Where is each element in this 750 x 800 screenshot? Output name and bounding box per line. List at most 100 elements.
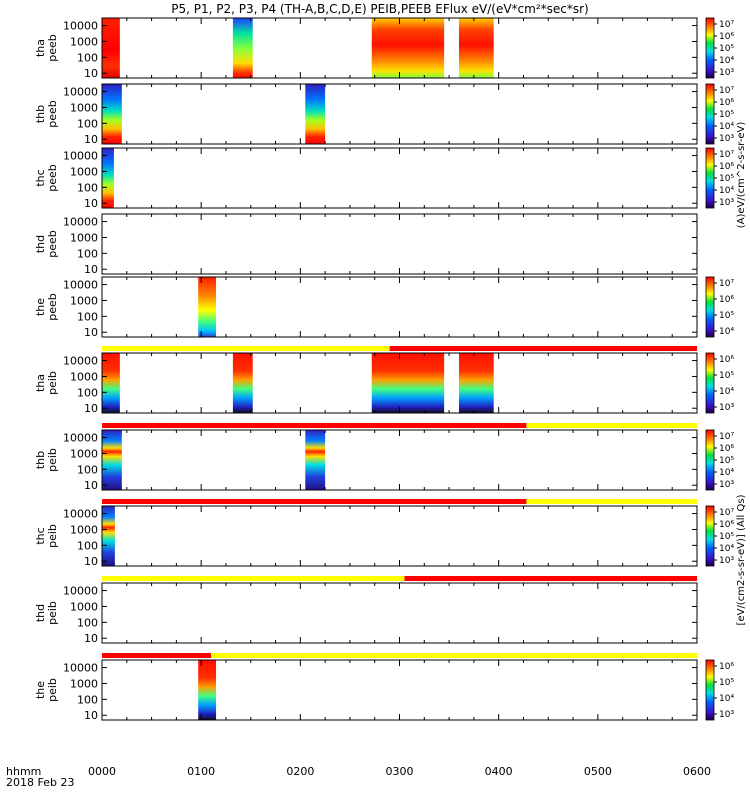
y-tick-label: 10000 (63, 279, 98, 292)
spectrogram-segment (371, 353, 445, 413)
panel-product-label: peeb (46, 100, 59, 128)
colorbar-tick-label: 10⁴ (719, 544, 734, 554)
y-tick-label: 1000 (70, 35, 98, 48)
y-tick-label: 10000 (63, 585, 98, 598)
time-tick-label: 0100 (187, 765, 215, 778)
time-tick-label: 0500 (584, 765, 612, 778)
panel-thd-peeb: 10 100 1000 10000 thd peeb (34, 213, 698, 276)
panel-thc-peeb: 10 100 1000 10000 thc peeb 10³ 10⁴ 10⁵ 10⁶ 10⁷ (34, 147, 734, 210)
y-tick-label: 100 (77, 117, 98, 130)
y-tick-label: 1000 (70, 677, 98, 690)
colorbar-tick-label: 10⁶ (719, 444, 734, 454)
y-tick-label: 10000 (63, 432, 98, 445)
panel-product-label: peib (46, 524, 59, 548)
colorbar-tick-label: 10⁶ (719, 520, 734, 530)
y-tick-label: 10 (84, 67, 98, 80)
colorbar-tick-label: 10⁷ (719, 279, 734, 289)
panel-the-peeb: 10 100 1000 10000 the peeb 10⁴ 10⁵ 10⁶ 10⁷ (34, 276, 734, 339)
y-tick-label: 10 (84, 133, 98, 146)
panel-product-label: peeb (46, 164, 59, 192)
y-tick-label: 100 (77, 386, 98, 399)
time-axis: 0000 0100 0200 0300 0400 0500 0600 (88, 765, 711, 778)
colorbar-tick-label: 10⁵ (719, 174, 734, 184)
panel-tha-peib: 10 100 1000 10000 tha peib 10³ 10⁴ 10⁵ 10⁶ (34, 352, 734, 415)
panel-frame (101, 213, 698, 275)
panel-probe-label: the (34, 681, 47, 699)
y-tick-label: 10 (84, 632, 98, 645)
mode-bar-segment (404, 576, 697, 581)
mode-bars-group (102, 346, 698, 658)
colorbar-tick-label: 10⁷ (719, 508, 734, 518)
panel-probe-label: thc (34, 527, 47, 544)
mode-bar-segment (389, 346, 697, 351)
y-tick-label: 10000 (63, 216, 98, 229)
panel-probe-label: tha (34, 39, 47, 57)
colorbar-tick-label: 10⁵ (719, 456, 734, 466)
panel-product-label: peib (46, 678, 59, 702)
panel-probe-label: thb (34, 105, 47, 123)
colorbar-tick-label: 10⁵ (719, 311, 734, 321)
panel-product-label: peeb (46, 230, 59, 258)
time-tick-label: 0000 (88, 765, 116, 778)
colorbar-tick-label: 10⁷ (719, 150, 734, 160)
y-tick-label: 100 (77, 539, 98, 552)
y-tick-label: 10000 (63, 662, 98, 675)
colorbar (705, 147, 715, 209)
colorbar (705, 83, 715, 145)
colorbar (705, 276, 715, 338)
time-tick-label: 0200 (286, 765, 314, 778)
y-tick-label: 100 (77, 693, 98, 706)
panel-product-label: peeb (46, 34, 59, 62)
ion-colorbar-label: [eV/(cm2-s-sr-eV)] (All Qs) (736, 494, 747, 625)
panel-frame (101, 505, 698, 567)
panel-thc-peib: 10 100 1000 10000 thc peib 10³ 10⁴ 10⁵ 10⁶ 10⁷ (34, 505, 734, 568)
time-axis-date: 2018 Feb 23 (6, 776, 74, 789)
spectrogram-segment (305, 84, 326, 144)
panel-thb-peib: 10 100 1000 10000 thb peib 10³ 10⁴ 10⁵ 10⁶ 10⁷ (34, 429, 734, 492)
y-tick-label: 10 (84, 555, 98, 568)
spectrogram-segment (102, 430, 122, 490)
panel-probe-label: thb (34, 451, 47, 469)
colorbar-tick-label: 10⁴ (719, 186, 734, 196)
spectrogram-segment (102, 506, 115, 566)
mode-bar-segment (102, 653, 212, 658)
colorbar (705, 17, 715, 79)
y-tick-label: 10 (84, 326, 98, 339)
y-tick-label: 100 (77, 616, 98, 629)
colorbar-tick-label: 10⁵ (719, 532, 734, 542)
spectrogram-segment (459, 353, 494, 413)
panel-thb-peeb: 10 100 1000 10000 thb peeb 10³ 10⁴ 10⁵ 10⁶ 10⁷ (34, 83, 734, 146)
y-tick-label: 1000 (70, 523, 98, 536)
colorbar-tick-label: 10⁶ (719, 32, 734, 42)
spectrogram-segment (232, 353, 253, 413)
panel-probe-label: tha (34, 374, 47, 392)
y-tick-label: 10 (84, 479, 98, 492)
spectrogram-segment (102, 18, 120, 78)
colorbar-tick-label: 10⁷ (719, 432, 734, 442)
colorbar-tick-label: 10⁴ (719, 694, 734, 704)
panel-probe-label: thd (34, 235, 47, 253)
y-tick-label: 10000 (63, 355, 98, 368)
panel-frame (101, 276, 698, 338)
spectrogram-segment (371, 18, 445, 78)
colorbar-tick-label: 10⁵ (719, 44, 734, 54)
y-tick-label: 100 (77, 181, 98, 194)
colorbar-tick-label: 10⁴ (719, 56, 734, 66)
y-tick-label: 10000 (63, 20, 98, 33)
panel-probe-label: thd (34, 604, 47, 622)
colorbar-tick-label: 10⁴ (719, 468, 734, 478)
y-tick-label: 10 (84, 263, 98, 276)
spectrogram-segment (198, 277, 217, 337)
panel-probe-label: the (34, 298, 47, 316)
y-tick-label: 100 (77, 247, 98, 260)
panel-frame (101, 659, 698, 721)
time-axis-label: hhmm (6, 765, 41, 778)
y-tick-label: 1000 (70, 165, 98, 178)
y-tick-label: 10000 (63, 150, 98, 163)
colorbar-tick-label: 10³ (719, 68, 734, 78)
colorbar-tick-label: 10⁶ (719, 662, 734, 672)
panel-thd-peib: 10 100 1000 10000 thd peib (34, 582, 698, 645)
mode-bar-segment (102, 499, 527, 504)
panel-frame (101, 147, 698, 209)
time-tick-label: 0600 (683, 765, 711, 778)
